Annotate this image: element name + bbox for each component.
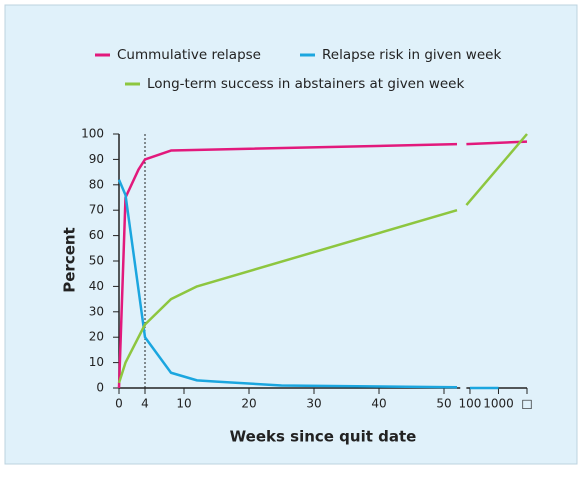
x-tick-label: 20 — [241, 397, 256, 411]
x-tick-label: 40 — [371, 397, 386, 411]
x-tick-label: 10 — [176, 397, 191, 411]
y-tick-label: 0 — [96, 381, 104, 395]
x-tick-label: 1000 — [483, 397, 514, 411]
series-line — [117, 209, 458, 384]
legend-label: Relapse risk in given week — [322, 47, 501, 63]
x-axis-label: Weeks since quit date — [230, 428, 417, 446]
y-tick-label: 100 — [81, 127, 104, 141]
x-tick-label: 4 — [141, 397, 149, 411]
series-line — [466, 140, 528, 146]
y-axis-label: Percent — [61, 227, 79, 292]
y-tick-label: 60 — [89, 228, 104, 242]
x-tick-label: 100 — [459, 397, 482, 411]
x-tick-label: 0 — [115, 397, 123, 411]
series-line — [465, 133, 528, 206]
x-tick-label: 50 — [436, 397, 451, 411]
y-tick-label: 70 — [89, 203, 104, 217]
series-line — [117, 179, 458, 389]
legend-label: Long-term success in abstainers at given… — [147, 76, 464, 92]
x-tick-label: 30 — [306, 397, 321, 411]
y-tick-label: 30 — [89, 304, 104, 318]
y-tick-label: 80 — [89, 177, 104, 191]
series-line — [117, 142, 458, 389]
y-tick-label: 10 — [89, 355, 104, 369]
y-tick-label: 50 — [89, 254, 104, 268]
legend-label: Cummulative relapse — [117, 47, 261, 63]
y-tick-label: 20 — [89, 330, 104, 344]
y-tick-label: 40 — [89, 279, 104, 293]
x-tick-label: □ — [521, 397, 532, 411]
y-tick-label: 90 — [89, 152, 104, 166]
